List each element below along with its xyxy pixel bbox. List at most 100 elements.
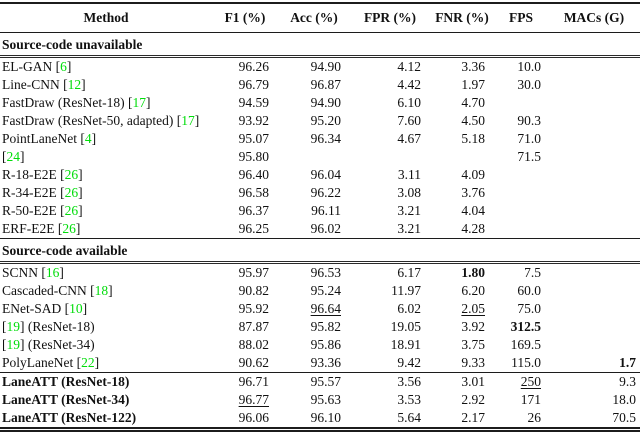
citation-link[interactable]: 26 (62, 221, 76, 236)
table-row: FastDraw (ResNet-18) [17] 94.59 94.90 6.10 4… (0, 94, 640, 112)
cell-value: 19.05 (390, 319, 421, 334)
cell-fps (494, 94, 548, 112)
cell-macs (548, 300, 640, 318)
cell-f1: 96.77 (212, 391, 278, 409)
cell-fps: 26 (494, 409, 548, 430)
cell-value: 3.01 (461, 374, 485, 389)
cell-fnr: 1.97 (430, 76, 494, 94)
cell-acc: 96.10 (278, 409, 350, 430)
cell-value: 95.92 (238, 301, 269, 316)
section-label: Source-code unavailable (0, 32, 640, 58)
cell-value: 1.97 (461, 77, 485, 92)
cell-value: 95.97 (238, 265, 269, 280)
table-body: Source-code unavailable EL-GAN [6] 96.26 94… (0, 32, 640, 430)
citation-link[interactable]: 22 (81, 355, 95, 370)
cell-f1: 90.82 (212, 282, 278, 300)
cell-fps: 169.5 (494, 336, 548, 354)
cell-macs (548, 148, 640, 166)
cell-value: 90.82 (238, 283, 269, 298)
cell-value: 96.06 (238, 410, 269, 425)
cell-value: 6.10 (397, 95, 421, 110)
method-cell: SCNN [16] (2, 265, 64, 280)
cell-acc: 96.64 (278, 300, 350, 318)
cell-f1: 88.02 (212, 336, 278, 354)
cell-fpr: 6.02 (350, 300, 430, 318)
cell-fps (494, 220, 548, 239)
cell-f1: 90.62 (212, 354, 278, 373)
citation-link[interactable]: 4 (84, 131, 92, 146)
cell-value: 4.70 (461, 95, 485, 110)
method-cell: [24] (2, 149, 25, 164)
cell-value: 96.34 (310, 131, 341, 146)
table-row: PointLaneNet [4] 95.07 96.34 4.67 5.18 71.0 (0, 130, 640, 148)
cell-acc: 96.04 (278, 166, 350, 184)
cell-value: 96.26 (238, 59, 269, 74)
cell-macs: 9.3 (548, 372, 640, 391)
cell-value: 30.0 (517, 77, 541, 92)
method-cell: ERF-E2E [26] (2, 221, 81, 236)
citation-link[interactable]: 18 (94, 283, 109, 298)
cell-fpr: 3.11 (350, 166, 430, 184)
cell-value: 4.04 (461, 203, 485, 218)
cell-value: 96.87 (310, 77, 341, 92)
table-row: FastDraw (ResNet-50, adapted) [17] 93.92 9… (0, 112, 640, 130)
cell-value: 3.08 (397, 185, 421, 200)
table-row: Cascaded-CNN [18] 90.82 95.24 11.97 6.20 60.0 (0, 282, 640, 300)
cell-macs (548, 202, 640, 220)
citation-link[interactable]: 26 (64, 167, 79, 182)
cell-value: 3.36 (461, 59, 485, 74)
citation-link[interactable]: 26 (64, 185, 79, 200)
cell-value: 87.87 (238, 319, 269, 334)
cell-value: 96.40 (238, 167, 269, 182)
cell-value: 3.21 (397, 221, 421, 236)
col-header-f1: F1 (%) (212, 3, 278, 33)
cell-fps (494, 166, 548, 184)
citation-link[interactable]: 12 (67, 77, 82, 92)
cell-fnr: 3.76 (430, 184, 494, 202)
table-row: R-18-E2E [26] 96.40 96.04 3.11 4.09 (0, 166, 640, 184)
citation-link[interactable]: 17 (181, 113, 195, 128)
cell-fps: 10.0 (494, 57, 548, 77)
cell-acc: 96.11 (278, 202, 350, 220)
cell-value: 96.11 (311, 203, 341, 218)
cell-f1: 96.71 (212, 372, 278, 391)
cell-f1: 96.26 (212, 57, 278, 77)
citation-link[interactable]: 16 (45, 265, 60, 280)
col-header-fps: FPS (494, 3, 548, 33)
cell-f1: 96.58 (212, 184, 278, 202)
cell-fps: 250 (494, 372, 548, 391)
cell-acc: 95.20 (278, 112, 350, 130)
cell-f1: 96.40 (212, 166, 278, 184)
method-cell: [19] (ResNet-34) (2, 337, 95, 352)
citation-link[interactable]: 24 (6, 149, 21, 164)
cell-value: 171 (520, 392, 541, 407)
cell-fps: 60.0 (494, 282, 548, 300)
cell-value: 5.18 (461, 131, 485, 146)
cell-value: 90.3 (517, 113, 541, 128)
cell-fpr: 6.10 (350, 94, 430, 112)
cell-value: 2.17 (461, 410, 485, 425)
citation-link[interactable]: 19 (6, 337, 21, 352)
citation-link[interactable]: 6 (60, 59, 67, 74)
cell-value: 7.60 (397, 113, 421, 128)
cell-value: 18.0 (612, 392, 636, 407)
table-row: [24] 95.80 71.5 (0, 148, 640, 166)
cell-fps (494, 184, 548, 202)
cell-value: 3.92 (461, 319, 485, 334)
cell-value: 5.64 (397, 410, 421, 425)
cell-value: 6.02 (397, 301, 421, 316)
citation-link[interactable]: 19 (6, 319, 21, 334)
cell-value: 96.22 (310, 185, 341, 200)
cell-value: 96.37 (238, 203, 269, 218)
cell-fpr: 5.64 (350, 409, 430, 430)
cell-fnr: 4.50 (430, 112, 494, 130)
citation-link[interactable]: 10 (69, 301, 83, 316)
citation-link[interactable]: 17 (132, 95, 146, 110)
cell-value: 60.0 (517, 283, 541, 298)
cell-fpr: 6.17 (350, 263, 430, 283)
cell-value: 96.71 (238, 374, 269, 389)
table-row: Line-CNN [12] 96.79 96.87 4.42 1.97 30.0 (0, 76, 640, 94)
col-header-method: Method (0, 3, 212, 33)
citation-link[interactable]: 26 (64, 203, 79, 218)
